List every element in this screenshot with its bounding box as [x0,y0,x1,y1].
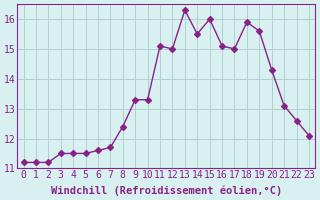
X-axis label: Windchill (Refroidissement éolien,°C): Windchill (Refroidissement éolien,°C) [51,185,282,196]
